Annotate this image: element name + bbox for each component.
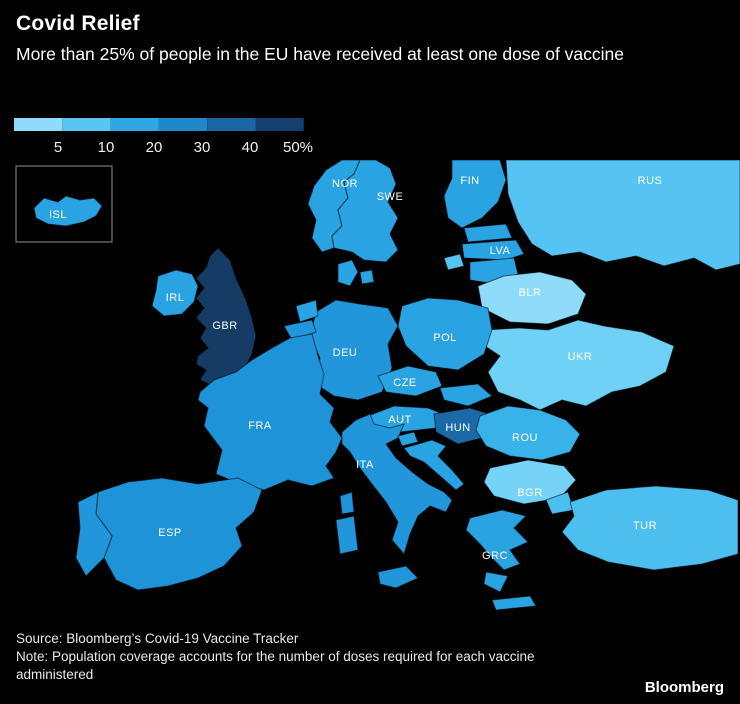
country-denmark-islands (359, 269, 375, 285)
legend-tick-label: 40 (242, 139, 259, 156)
country-kaliningrad (443, 253, 465, 271)
country-denmark (337, 259, 359, 287)
country-corsica (339, 491, 355, 515)
legend-swatch (207, 118, 256, 131)
legend-tick-labels: 5 10 20 30 40 50% (54, 139, 313, 156)
legend-swatch (14, 118, 63, 131)
country-sweden (331, 160, 399, 263)
country-crete (491, 595, 537, 611)
country-label-ita: ITA (356, 459, 374, 471)
country-iceland (33, 195, 103, 227)
country-romania (475, 405, 581, 461)
country-label-irl: IRL (166, 292, 185, 304)
country-sardinia (335, 515, 359, 555)
footer: Source: Bloomberg’s Covid-19 Vaccine Tra… (16, 630, 594, 684)
legend-tick-label: 20 (146, 139, 163, 156)
country-labels: ISL NOR SWE FIN RUS LVA BLR UKR IRL GBR … (49, 175, 662, 562)
country-label-lva: LVA (490, 245, 511, 257)
country-label-fra: FRA (248, 420, 272, 432)
legend-tick-label: 10 (98, 139, 115, 156)
europe-map: ISL NOR SWE FIN RUS LVA BLR UKR IRL GBR … (15, 160, 740, 611)
country-label-pol: POL (433, 332, 457, 344)
source-note: Source: Bloomberg’s Covid-19 Vaccine Tra… (16, 631, 299, 646)
country-sicily (377, 565, 419, 589)
country-belgium (283, 319, 317, 341)
country-label-fin: FIN (460, 175, 479, 187)
bloomberg-logo: Bloomberg (644, 679, 724, 696)
legend-tick-label: 30 (194, 139, 211, 156)
country-latvia (461, 239, 525, 261)
country-belarus (477, 271, 587, 325)
country-netherlands (295, 299, 319, 323)
country-portugal (75, 491, 113, 577)
legend-tick-label: 5 (54, 139, 62, 156)
country-label-esp: ESP (158, 527, 182, 539)
country-label-ukr: UKR (568, 351, 593, 363)
country-label-isl: ISL (49, 209, 67, 221)
subtitle: More than 25% of people in the EU have r… (16, 44, 625, 64)
country-label-gbr: GBR (212, 320, 237, 332)
color-legend: 5 10 20 30 40 50% (14, 118, 313, 156)
country-label-bgr: BGR (517, 487, 542, 499)
country-peloponnese (483, 571, 509, 593)
country-croatia (403, 439, 465, 491)
iceland-inset-box (15, 165, 113, 243)
legend-swatch (255, 118, 304, 131)
country-label-swe: SWE (377, 191, 404, 203)
country-label-rou: ROU (512, 432, 538, 444)
country-slovakia (439, 383, 493, 407)
country-czechia (377, 365, 443, 397)
legend-swatch (62, 118, 111, 131)
country-turkey (561, 485, 739, 571)
country-label-blr: BLR (519, 287, 542, 299)
country-label-tur: TUR (633, 520, 657, 532)
country-france (197, 333, 343, 491)
country-label-aut: AUT (388, 414, 412, 426)
country-label-grc: GRC (482, 550, 508, 562)
country-slovenia (397, 431, 419, 447)
legend-swatch (110, 118, 159, 131)
country-ukraine (481, 319, 675, 411)
legend-swatches (14, 118, 304, 131)
country-label-deu: DEU (333, 347, 358, 359)
country-ireland (151, 269, 199, 317)
page-title: Covid Relief (16, 12, 140, 35)
legend-swatch (158, 118, 208, 131)
country-label-rus: RUS (638, 175, 663, 187)
country-label-hun: HUN (445, 422, 470, 434)
country-poland (397, 297, 493, 371)
country-russia (505, 160, 740, 271)
country-estonia (463, 223, 513, 243)
country-label-cze: CZE (393, 377, 417, 389)
country-finland (443, 160, 507, 229)
country-italy (341, 413, 453, 556)
country-label-nor: NOR (332, 178, 358, 190)
country-great-britain (195, 247, 257, 387)
country-greece (465, 509, 529, 571)
methodology-note: Note: Population coverage accounts for t… (16, 649, 535, 683)
legend-tick-label: 50% (283, 139, 313, 156)
